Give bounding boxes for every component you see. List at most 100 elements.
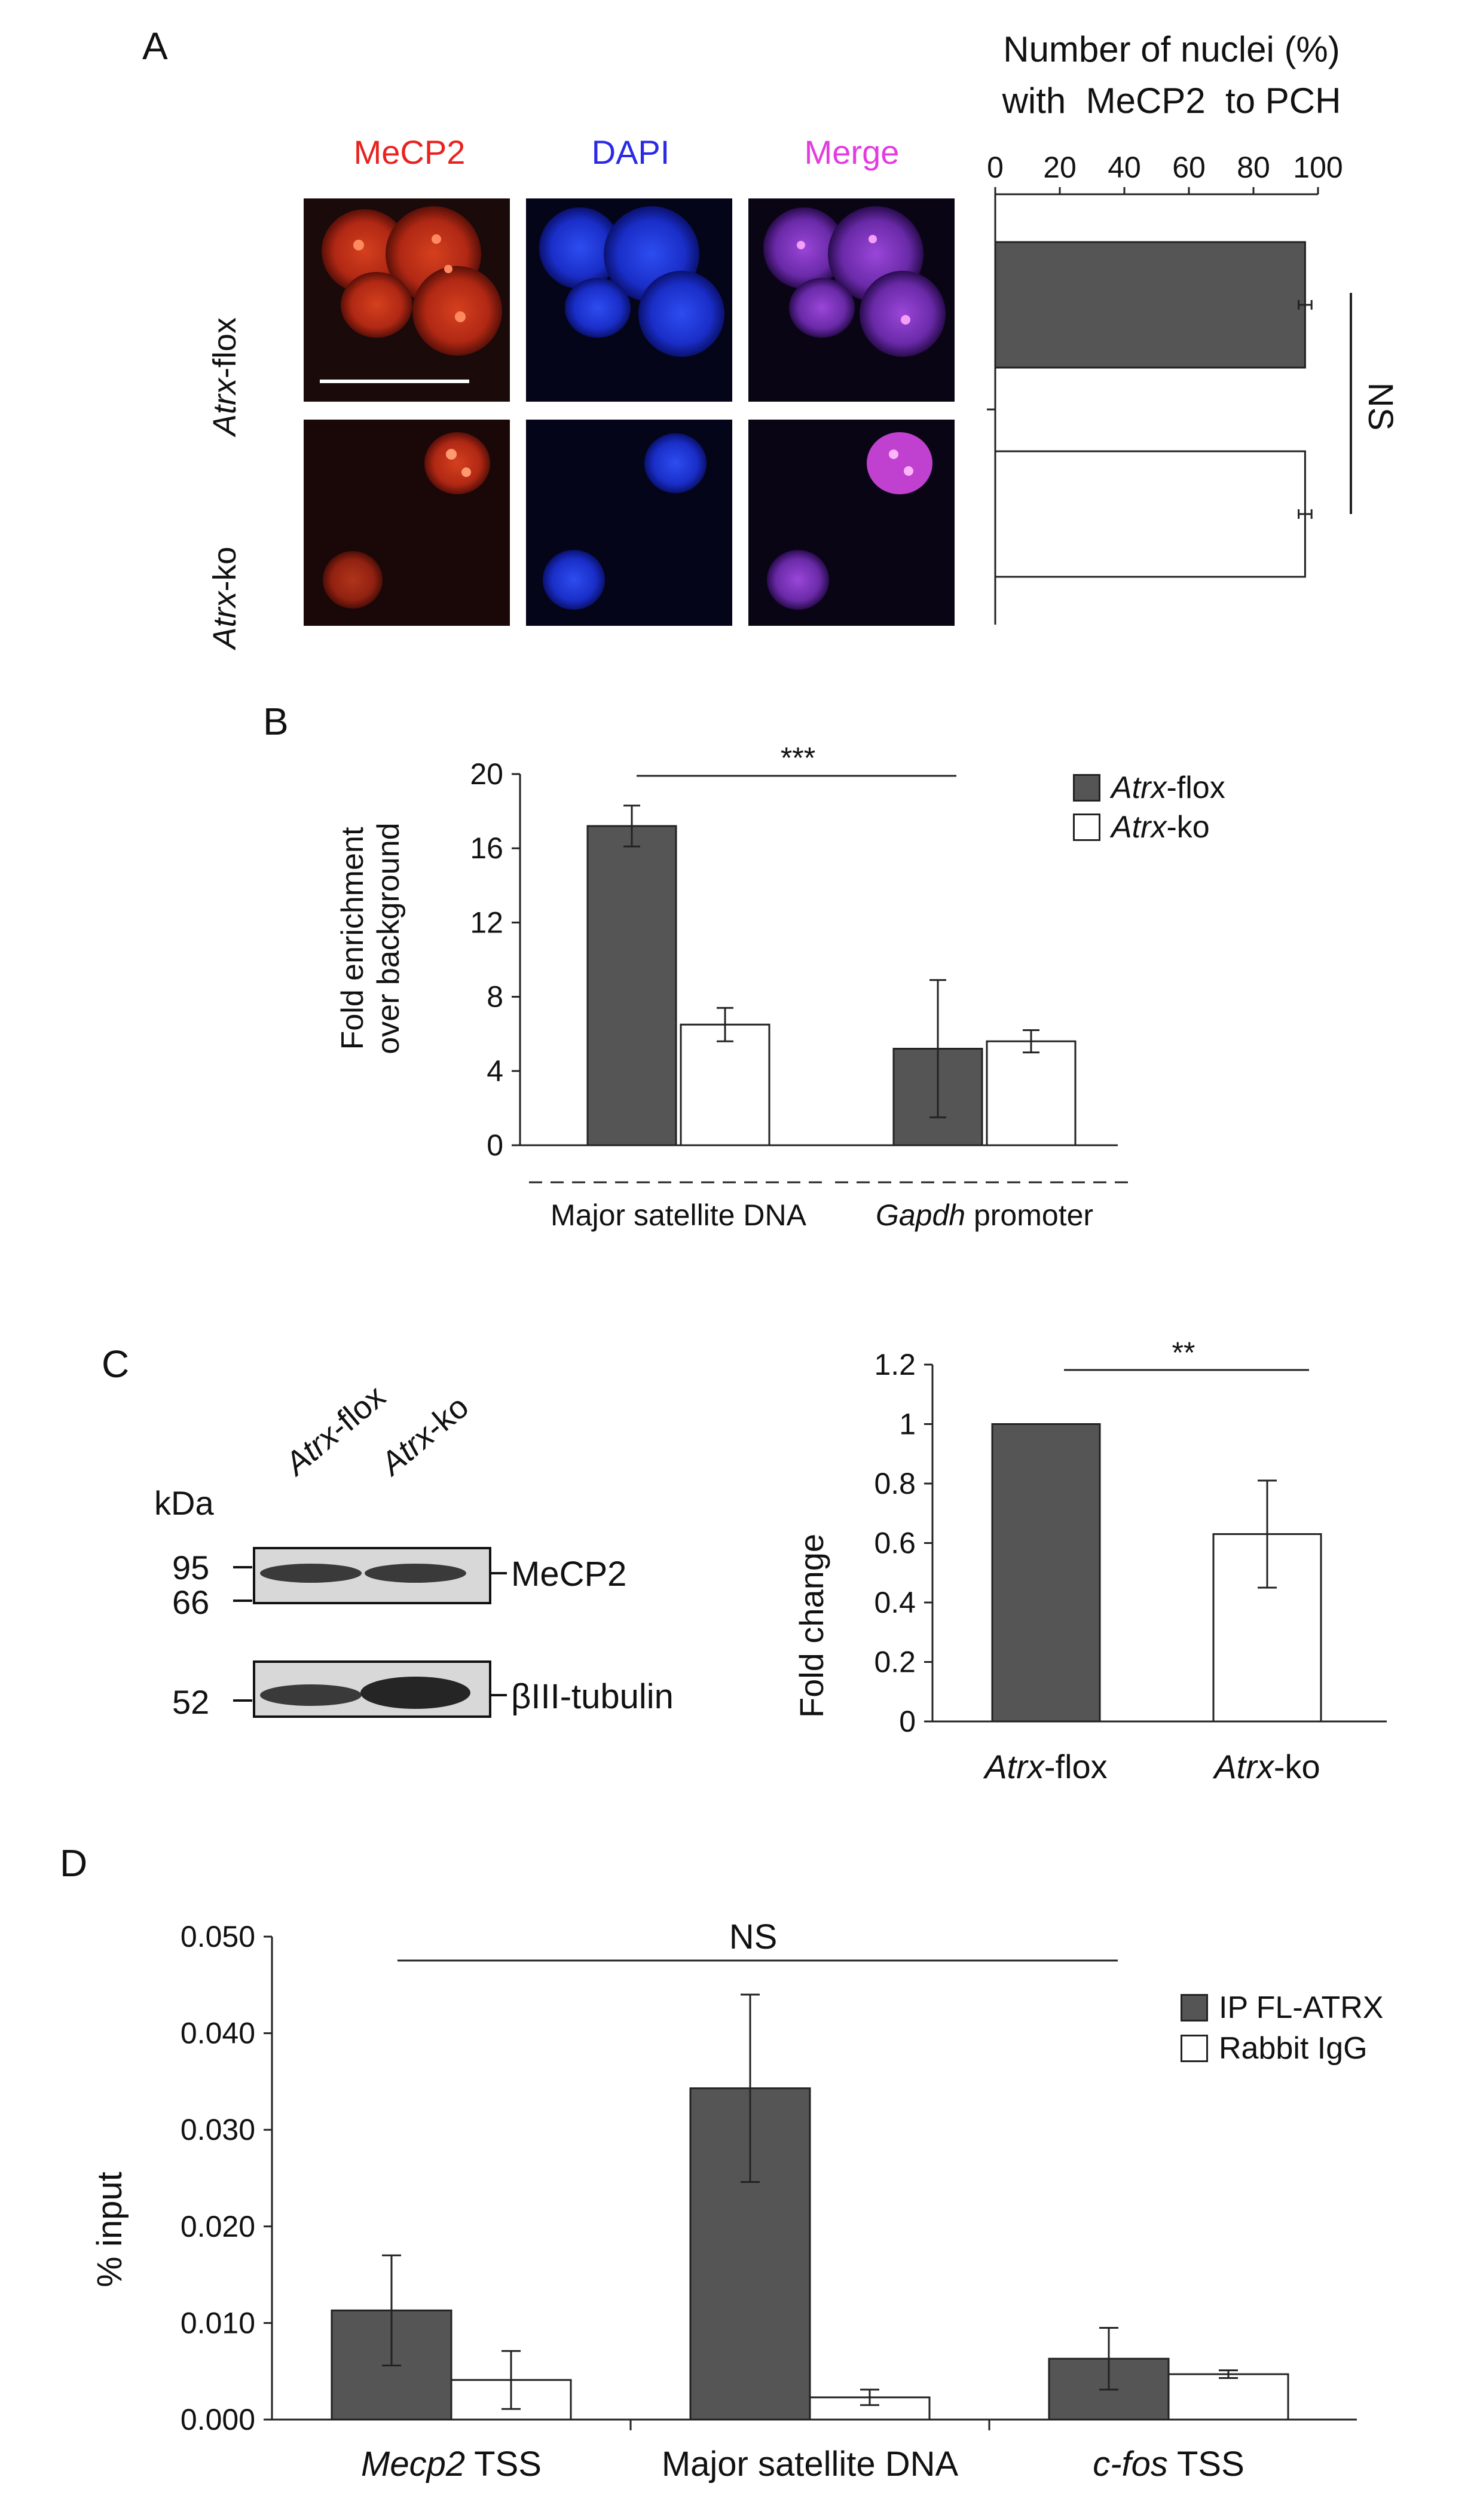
legend-b-label-ko-rest: -ko: [1166, 810, 1210, 845]
chart-b-bar: [680, 1023, 770, 1146]
chart-c-tick-label: 0.2: [874, 1646, 916, 1679]
image-mecp2-flox: [304, 198, 510, 402]
blot-kda-label: kDa: [154, 1484, 214, 1522]
chart-a-tick-label: 60: [1172, 151, 1206, 184]
chart-c-tick-label: 1: [899, 1408, 916, 1441]
legend-d: IP FL-ATRX Rabbit IgG: [1181, 1987, 1383, 2069]
chart-d-category-label: Mecp2 TSS: [361, 2445, 542, 2484]
blot-band-tubulin: βIII-tubulin: [511, 1677, 674, 1716]
blot-marker-95: 95: [172, 1549, 210, 1586]
image-merge-flox: [748, 198, 955, 402]
legend-b-swatch-ko: [1073, 814, 1100, 841]
blot-marker-66: 66: [172, 1583, 210, 1621]
chart-c: 0 0.2 0.4 0.6 0.8 1 1.2 Atrx-flox Atrx-ko **: [874, 1339, 1387, 1785]
channel-label-mecp2: MeCP2: [353, 133, 466, 171]
blot-mecp2: [253, 1547, 491, 1604]
chart-c-bar: [991, 1423, 1101, 1723]
chart-c-ylabel: Fold change: [793, 1533, 830, 1718]
chart-c-tick-label: 0.8: [874, 1467, 916, 1500]
chart-b-tick-label: 12: [470, 906, 503, 939]
channel-label-dapi: DAPI: [591, 133, 670, 171]
chart-d-category-label: c-fos TSS: [1093, 2445, 1244, 2484]
chart-b-ylabel-line2: over background: [371, 822, 406, 1054]
chart-d-ylabel: % input: [90, 2172, 129, 2287]
chart-c-significance-label: **: [1172, 1339, 1195, 1369]
legend-d-item-igg: Rabbit IgG: [1181, 2028, 1383, 2069]
chart-d-tick-label: 0.010: [181, 2306, 255, 2339]
chart-a-tick-label: 40: [1108, 151, 1141, 184]
chart-b-significance-label: ***: [781, 741, 815, 775]
chart-b-bar: [986, 1040, 1077, 1146]
legend-b-item-ko: Atrx -ko: [1073, 808, 1225, 847]
legend-b-label-ko-italic: Atrx: [1111, 810, 1167, 845]
chart-a: 0 20 40 60 80 100 NS: [987, 151, 1400, 625]
chart-c-tick-label: 0: [899, 1705, 916, 1738]
chart-c-tick-label: 0.4: [874, 1586, 916, 1619]
chart-a-tick-label: 80: [1237, 151, 1270, 184]
legend-d-label-ip: IP FL-ATRX: [1219, 1990, 1384, 2025]
blot-lane-label-flox: Atrx-flox: [278, 1378, 393, 1482]
row-label-atrx-flox-rest: -flox: [207, 317, 243, 378]
image-dapi-ko: [526, 420, 732, 626]
chart-b-tick-label: 0: [487, 1129, 503, 1162]
blot-marker-52: 52: [172, 1683, 210, 1721]
chart-d-bar: [1167, 2373, 1289, 2421]
image-merge-ko: [748, 420, 955, 626]
row-label-atrx-ko-italic: Atrx: [207, 591, 243, 649]
chart-b-category-label: Gapdh promoter: [876, 1198, 1093, 1232]
legend-d-swatch-igg: [1181, 2035, 1208, 2062]
chart-a-title-line2: with MeCP2 to PCH: [1002, 81, 1341, 121]
image-mecp2-ko: [304, 420, 510, 626]
blot-tubulin: [253, 1660, 491, 1718]
panel-d-label: D: [60, 1842, 88, 1885]
row-label-atrx-ko-rest: -ko: [207, 546, 243, 592]
chart-a-bar: [994, 450, 1306, 578]
chart-b-tick-label: 8: [487, 980, 503, 1014]
chart-c-tick-label: 0.6: [874, 1527, 916, 1560]
chart-b-category-label: Major satellite DNA: [551, 1198, 807, 1232]
chart-b-tick-label: 16: [470, 831, 503, 865]
microscopy-grid: [304, 198, 955, 626]
chart-d-tick-label: 0.040: [181, 2017, 255, 2050]
chart-a-bar: [994, 241, 1306, 369]
chart-a-significance-label: NS: [1361, 383, 1400, 431]
legend-b-label-flox-rest: -flox: [1166, 770, 1225, 805]
row-label-atrx-ko: Atrx-ko: [206, 496, 243, 699]
chart-d-significance-label: NS: [729, 1917, 778, 1956]
chart-d-category-label: Major satellite DNA: [662, 2445, 959, 2484]
row-label-atrx-flox-italic: Atrx: [207, 378, 243, 436]
image-dapi-flox: [526, 198, 732, 402]
chart-c-category-label: Atrx-ko: [1212, 1748, 1320, 1785]
chart-d-tick-label: 0.000: [181, 2403, 255, 2436]
chart-b: 0 4 8 12 16 20 Major satellite DNA Gapdh promot…: [470, 741, 1134, 1232]
legend-b-swatch-flox: [1073, 774, 1100, 802]
panel-b-label: B: [263, 700, 289, 743]
chart-b-bar: [586, 825, 677, 1146]
legend-b-label-flox-italic: Atrx: [1111, 770, 1167, 805]
chart-c-category-label: Atrx-flox: [983, 1748, 1107, 1785]
chart-b-ylabel-line1: Fold enrichment: [335, 827, 370, 1050]
chart-d-tick-label: 0.020: [181, 2210, 255, 2243]
channel-label-merge: Merge: [804, 133, 900, 171]
chart-c-tick-label: 1.2: [874, 1348, 916, 1381]
row-label-atrx-flox: Atrx-flox: [206, 275, 243, 478]
blot-band-mecp2: MeCP2: [511, 1555, 627, 1594]
chart-a-tick-label: 20: [1043, 151, 1077, 184]
legend-b-item-flox: Atrx -flox: [1073, 768, 1225, 808]
legend-d-label-igg: Rabbit IgG: [1219, 2031, 1368, 2066]
legend-b: Atrx -flox Atrx -ko: [1073, 768, 1225, 847]
panel-c-label: C: [102, 1342, 130, 1386]
chart-b-ylabel: Fold enrichment over background: [335, 771, 406, 1106]
chart-a-tick-label: 100: [1293, 151, 1343, 184]
western-blot: [233, 1547, 507, 1718]
chart-b-tick-label: 4: [487, 1054, 503, 1088]
chart-a-title-line1: Number of nuclei (%): [1003, 29, 1340, 69]
chart-b-tick-label: 20: [470, 757, 503, 791]
legend-d-swatch-ip: [1181, 1994, 1208, 2021]
chart-d: 0.000 0.010 0.020 0.030 0.040 0.050 Mecp2 TSS M…: [181, 1917, 1357, 2484]
chart-a-tick-label: 0: [987, 151, 1004, 184]
chart-d-tick-label: 0.050: [181, 1920, 255, 1953]
panel-a-label: A: [142, 25, 168, 68]
chart-d-tick-label: 0.030: [181, 2113, 255, 2146]
legend-d-item-ip: IP FL-ATRX: [1181, 1987, 1383, 2028]
